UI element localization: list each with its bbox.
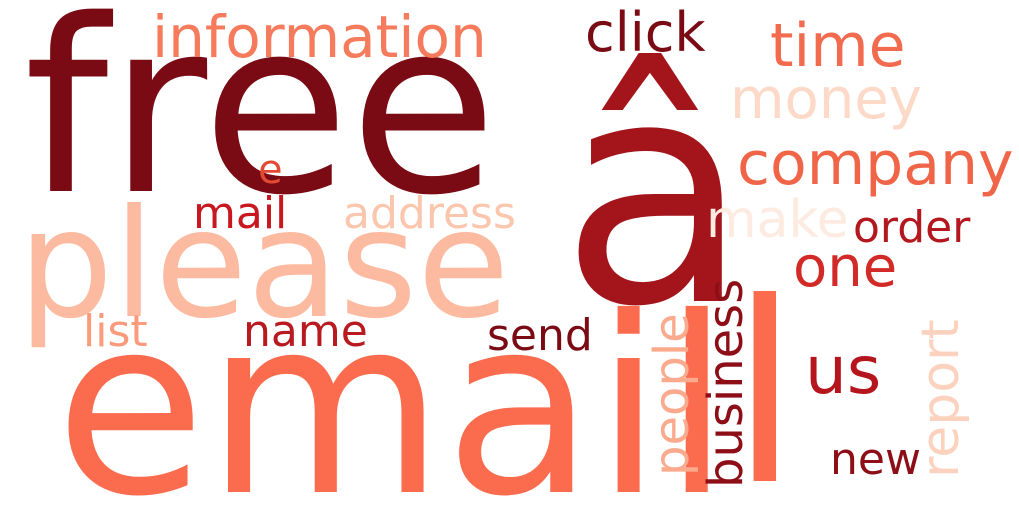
word-new: new <box>830 434 921 485</box>
word-one: one <box>793 235 898 300</box>
word-address: address <box>343 188 516 239</box>
word-email: email <box>55 265 731 519</box>
word-company: company <box>737 129 1014 199</box>
word-please: please <box>18 178 510 352</box>
word-a-circumflex: â <box>560 14 750 375</box>
word-make: make <box>706 190 849 250</box>
word-free: free <box>24 0 498 248</box>
word-business: business <box>698 278 754 488</box>
word-people: people <box>644 313 700 476</box>
word-report: report <box>911 319 971 478</box>
word-order: order <box>853 202 971 253</box>
word-list: list <box>83 306 148 357</box>
word-send: send <box>487 310 593 361</box>
word-money: money <box>730 67 922 132</box>
word-information: information <box>152 3 487 71</box>
word-mail: mail <box>193 188 288 239</box>
word-time: time <box>770 11 906 81</box>
word-l: l <box>730 249 800 519</box>
word-us: us <box>805 332 882 409</box>
word-click: click <box>585 1 706 64</box>
word-e: e <box>258 147 283 193</box>
word-name: name <box>243 306 368 357</box>
